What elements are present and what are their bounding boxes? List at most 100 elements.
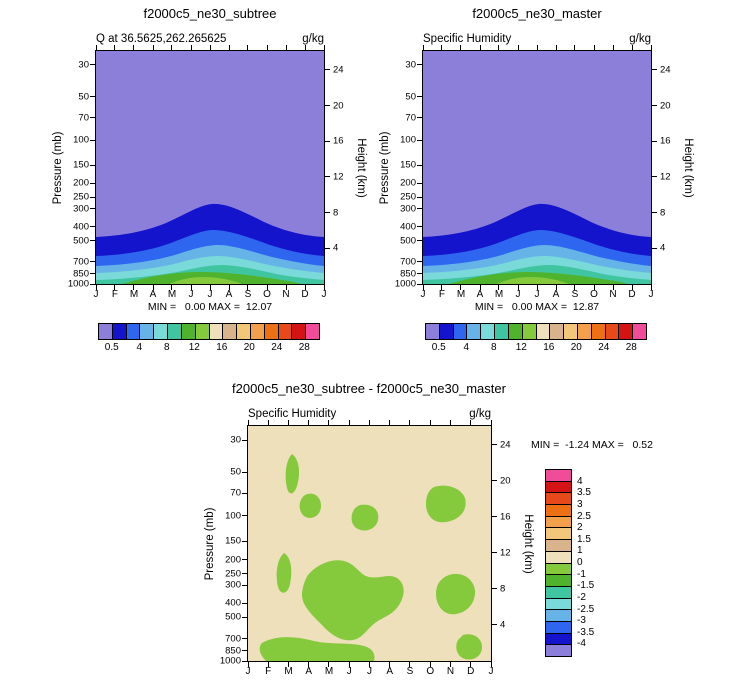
colorbar-tick-label: 28 bbox=[298, 342, 310, 353]
plot-title-subtree: f2000c5_ne30_subtree bbox=[143, 6, 277, 21]
colorbar-segment bbox=[125, 324, 140, 339]
colorbar-tick-label: 4 bbox=[577, 475, 583, 487]
pressure-tick-mark bbox=[90, 240, 95, 242]
colorbar-tick-label: 8 bbox=[163, 342, 170, 353]
pressure-tick-label: 1000 bbox=[394, 278, 416, 290]
pressure-tick-label: 70 bbox=[78, 112, 89, 124]
month-tick-mark bbox=[429, 662, 431, 667]
month-tick-label: D bbox=[628, 289, 636, 300]
diff-band-neg bbox=[259, 637, 375, 661]
month-tick-mark bbox=[479, 45, 481, 50]
plot-area-difference: Specific Humidity g/kg Pressure (mb) Hei… bbox=[204, 408, 653, 677]
pressure-tick-label: 850 bbox=[73, 268, 89, 280]
month-tick-mark bbox=[631, 285, 633, 290]
month-tick-label: J bbox=[207, 289, 213, 300]
colorbar-tick-label: 24 bbox=[598, 342, 610, 353]
humidity-colorbar-labels: 0.5 4 8 12 16 20 24 28 bbox=[98, 343, 318, 355]
pressure-tick-label: 30 bbox=[78, 59, 89, 71]
pressure-tick-mark bbox=[90, 96, 95, 98]
month-tick-label: N bbox=[446, 666, 455, 677]
difference-colorbar: 4 3.5 3 2.5 2 1.5 1 0 -1 -1.5 -2 -2.5 -3 -3.5 -4 bbox=[545, 469, 594, 657]
month-tick-mark bbox=[348, 662, 350, 667]
month-tick-mark bbox=[323, 285, 325, 290]
month-tick-label: M bbox=[456, 289, 466, 300]
height-axis-title: Height (km) bbox=[682, 137, 694, 198]
month-tick-mark bbox=[574, 285, 576, 290]
colorbar-tick-label: 1.5 bbox=[577, 533, 591, 545]
month-tick-mark bbox=[517, 45, 519, 50]
colorbar-segment bbox=[546, 609, 571, 621]
minmax-label: MIN = 0.00 MAX = 12.07 bbox=[147, 301, 273, 313]
colorbar-tick-label: 2.5 bbox=[577, 510, 591, 522]
month-tick-mark bbox=[441, 45, 443, 50]
colorbar-tick-label: 24 bbox=[271, 342, 283, 353]
month-tick-mark bbox=[441, 285, 443, 290]
month-tick-mark bbox=[285, 45, 287, 50]
month-tick-label: M bbox=[284, 666, 293, 677]
height-tick-mark bbox=[325, 105, 330, 106]
month-tick-mark bbox=[650, 285, 652, 290]
colorbar-tick-label: -4 bbox=[577, 638, 586, 650]
colorbar-segment bbox=[546, 492, 571, 505]
colorbar-segment bbox=[546, 539, 571, 551]
pressure-tick-mark bbox=[417, 117, 422, 119]
month-tick-mark bbox=[612, 45, 614, 50]
colorbar-tick-label: -3 bbox=[577, 615, 586, 627]
colorbar-tick-label: 20 bbox=[243, 342, 255, 353]
month-tick-mark bbox=[450, 662, 451, 667]
colorbar-segment bbox=[576, 324, 591, 339]
colorbar-tick-label: -2.5 bbox=[577, 603, 595, 615]
colorbar-segment bbox=[208, 324, 223, 339]
height-tick-mark bbox=[325, 140, 330, 142]
pressure-tick-label: 700 bbox=[400, 255, 416, 267]
height-tick-mark bbox=[652, 247, 657, 249]
pressure-tick-label: 200 bbox=[400, 177, 416, 189]
colorbar-tick-label: -1.5 bbox=[577, 580, 595, 592]
pressure-tick-label: 700 bbox=[73, 255, 89, 267]
pressure-tick-mark bbox=[417, 196, 422, 198]
month-tick-label: A bbox=[386, 666, 394, 677]
pressure-tick-label: 400 bbox=[73, 221, 89, 232]
diff-band-neg bbox=[436, 573, 476, 615]
height-tick-mark bbox=[325, 247, 330, 249]
height-tick-mark bbox=[492, 588, 497, 590]
month-tick-label: S bbox=[571, 289, 579, 300]
month-tick-mark bbox=[247, 662, 249, 667]
pressure-axis-title: Pressure (mb) bbox=[204, 507, 216, 580]
month-tick-mark bbox=[460, 285, 462, 290]
colorbar-segment bbox=[546, 597, 571, 610]
pressure-tick-label: 50 bbox=[78, 91, 89, 103]
month-tick-mark bbox=[209, 285, 211, 290]
colorbar-segment bbox=[452, 324, 467, 339]
height-tick-label: 4 bbox=[333, 242, 339, 254]
month-tick-label: M bbox=[494, 289, 504, 300]
month-tick-mark bbox=[114, 285, 116, 290]
pressure-tick-label: 250 bbox=[400, 191, 416, 203]
height-tick-label: 16 bbox=[660, 135, 671, 147]
pressure-tick-label: 500 bbox=[73, 234, 89, 246]
month-tick-mark bbox=[266, 45, 268, 50]
height-tick-label: 24 bbox=[500, 439, 511, 451]
plot-area-subtree: Q at 36.5625,262.265625 g/kg Pressure (m… bbox=[52, 33, 367, 353]
month-tick-label: A bbox=[225, 289, 233, 300]
band-12-14 bbox=[497, 277, 569, 284]
colorbar-segment bbox=[466, 324, 481, 339]
pressure-tick-label: 30 bbox=[230, 434, 241, 446]
height-tick-label: 24 bbox=[333, 64, 344, 76]
pressure-tick-label: 50 bbox=[230, 466, 241, 478]
month-tick-label: F bbox=[111, 289, 119, 300]
height-tick-label: 16 bbox=[333, 135, 344, 147]
pressure-axis-title: Pressure (mb) bbox=[379, 131, 391, 204]
colorbar-tick-label: -1 bbox=[577, 568, 586, 580]
month-tick-mark bbox=[95, 285, 97, 290]
diff-band-neg bbox=[301, 560, 404, 641]
colorbar-segment bbox=[99, 324, 112, 339]
colorbar-tick-label: 2 bbox=[577, 522, 583, 534]
colorbar-segment bbox=[249, 324, 264, 339]
month-tick-mark bbox=[389, 420, 391, 425]
plot-title-master: f2000c5_ne30_master bbox=[472, 6, 602, 21]
units-label: g/kg bbox=[469, 408, 491, 420]
month-tick-label: S bbox=[244, 289, 252, 300]
month-tick-mark bbox=[650, 45, 652, 50]
